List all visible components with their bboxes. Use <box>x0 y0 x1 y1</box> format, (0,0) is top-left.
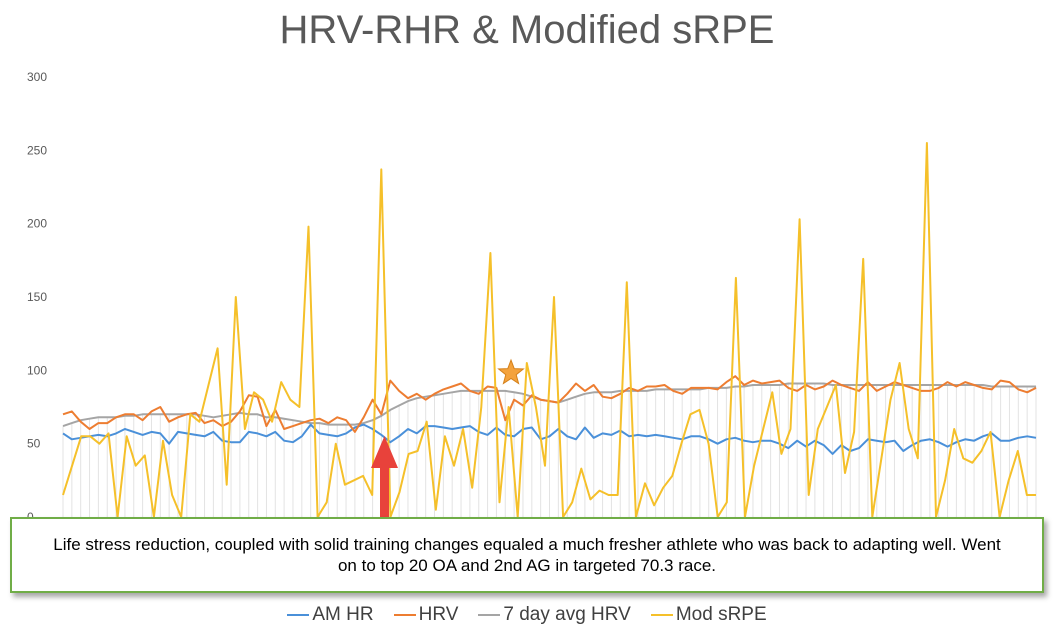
series-line-hrv <box>62 375 1037 433</box>
star-icon <box>497 358 525 385</box>
legend-item-hrv: HRV <box>393 604 459 626</box>
legend-label-am-hr: AM HR <box>312 604 374 625</box>
legend-label-mod-srpe: Mod sRPE <box>675 604 767 625</box>
legend: AM HR HRV 7 day avg HRV Mod sRPE <box>0 604 1054 626</box>
y-tick-label: 300 <box>27 70 47 84</box>
y-tick-label: 50 <box>27 437 41 451</box>
legend-label-hrv: HRV <box>418 604 459 625</box>
series-lines <box>62 142 1037 518</box>
legend-item-am-hr: AM HR <box>287 604 374 626</box>
y-tick-label: 200 <box>27 217 47 231</box>
legend-swatch-7-day-avg-hrv <box>478 614 501 616</box>
annotation-markers <box>371 358 525 520</box>
annotation-callout-box: Life stress reduction, coupled with soli… <box>10 517 1044 593</box>
y-tick-label: 150 <box>27 290 47 304</box>
arrow-head-icon <box>371 436 398 468</box>
arrow-shaft <box>380 465 389 520</box>
annotation-text: Life stress reduction, coupled with soli… <box>53 535 1001 575</box>
legend-label-7-day-avg-hrv: 7 day avg HRV <box>503 604 631 625</box>
legend-swatch-hrv <box>393 614 416 616</box>
y-tick-label: 250 <box>27 143 47 157</box>
chart-title: HRV-RHR & Modified sRPE <box>279 8 775 52</box>
series-line-mod-srpe <box>62 142 1036 518</box>
y-tick-label: 100 <box>27 363 47 377</box>
legend-item-7-day-avg-hrv: 7 day avg HRV <box>478 604 631 626</box>
series-line-am-hr <box>62 423 1037 455</box>
legend-item-mod-srpe: Mod sRPE <box>650 604 767 626</box>
y-axis-ticks: 300250200150100500 <box>27 70 47 524</box>
legend-swatch-am-hr <box>287 614 310 616</box>
legend-swatch-mod-srpe <box>650 614 673 616</box>
